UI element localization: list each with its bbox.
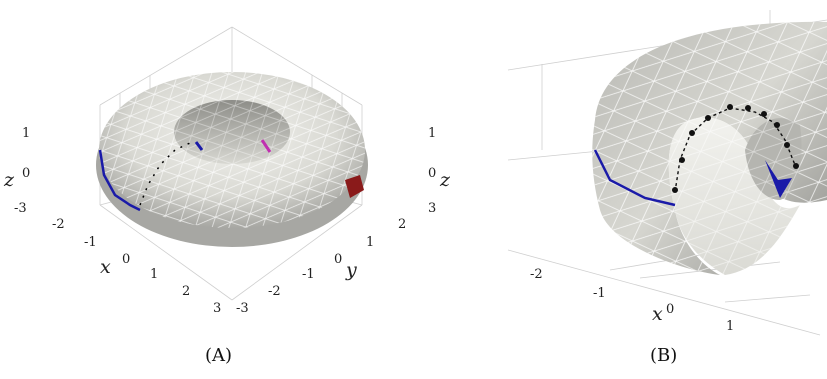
y-axis-label: y bbox=[345, 259, 357, 281]
boundary-curves bbox=[98, 139, 364, 212]
x-tick-2: 2 bbox=[182, 284, 190, 299]
red-region bbox=[345, 175, 364, 198]
torus-tube-surface bbox=[592, 21, 827, 276]
y-tick-neg2: -2 bbox=[268, 284, 281, 299]
y-tick-0: 0 bbox=[334, 252, 342, 267]
y-tick-1: 1 bbox=[366, 235, 374, 250]
x-tick-neg2: -2 bbox=[52, 217, 65, 232]
z-tick-left-0: 0 bbox=[22, 166, 30, 181]
z-axis-label-left: z bbox=[3, 169, 15, 191]
marker-path bbox=[672, 104, 799, 193]
x-axis-label: x bbox=[652, 303, 663, 325]
z-tick-right-3: 3 bbox=[428, 201, 436, 216]
z-tick-left-1: 1 bbox=[22, 126, 30, 141]
x-tick-3: 3 bbox=[213, 301, 221, 316]
y-tick-2: 2 bbox=[398, 217, 406, 232]
x-tick-neg1: -1 bbox=[84, 235, 97, 250]
x-axis-label: x bbox=[100, 256, 111, 278]
torus-plot-b: -2 -1 0 1 x bbox=[507, 10, 827, 336]
y-tick-neg3: -3 bbox=[236, 301, 249, 316]
z-tick-right-0: 0 bbox=[428, 166, 436, 181]
caption-b: (B) bbox=[650, 345, 678, 366]
x-tick-neg2: -2 bbox=[530, 267, 543, 282]
z-axis-label-right: z bbox=[439, 169, 450, 191]
torus-panel-b: -2 -1 0 1 x bbox=[480, 0, 827, 350]
boundary-curves bbox=[593, 149, 792, 207]
x-tick-neg1: -1 bbox=[593, 286, 606, 301]
x-tick-0: 0 bbox=[666, 302, 674, 317]
caption-a: (A) bbox=[205, 345, 233, 366]
y-tick-neg1: -1 bbox=[302, 267, 315, 282]
z-tick-left-neg3: -3 bbox=[14, 201, 27, 216]
torus-plot-a: 1 0 -3 z 1 0 3 z -2 -1 0 1 2 3 x -3 -2 -… bbox=[3, 26, 451, 316]
magenta-edge bbox=[260, 139, 272, 153]
blue-region bbox=[765, 160, 792, 198]
torus-panel-a: 1 0 -3 z 1 0 3 z -2 -1 0 1 2 3 x -3 -2 -… bbox=[3, 26, 451, 316]
x-tick-1: 1 bbox=[150, 267, 158, 282]
z-tick-right-1: 1 bbox=[428, 126, 436, 141]
torus-surface bbox=[96, 72, 368, 247]
x-tick-0: 0 bbox=[122, 252, 130, 267]
x-tick-1: 1 bbox=[726, 319, 734, 334]
